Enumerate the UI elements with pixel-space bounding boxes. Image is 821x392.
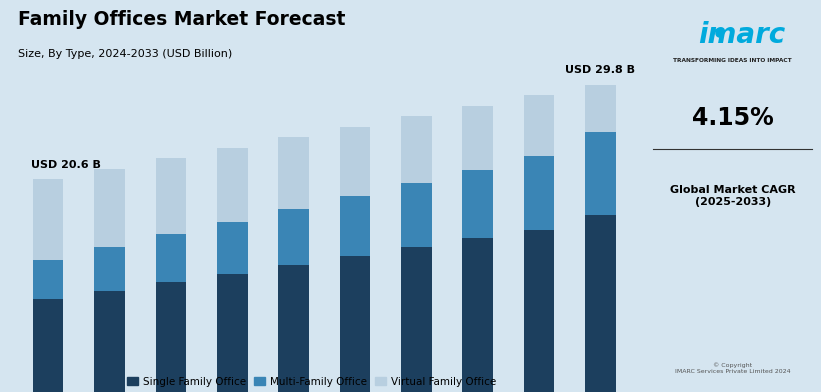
Text: imarc: imarc — [698, 21, 785, 49]
Bar — [340, 196, 370, 256]
Bar — [340, 256, 370, 392]
Bar — [33, 180, 63, 260]
Bar — [524, 156, 554, 230]
Bar — [401, 247, 432, 392]
Bar — [278, 137, 309, 209]
Text: Global Market CAGR
(2025-2033): Global Market CAGR (2025-2033) — [670, 185, 796, 207]
Text: USD 29.8 B: USD 29.8 B — [566, 65, 635, 75]
Bar — [524, 230, 554, 392]
Text: 4.15%: 4.15% — [692, 105, 773, 130]
Bar — [401, 183, 432, 247]
Bar — [94, 247, 125, 290]
Bar — [217, 222, 248, 274]
Bar — [340, 127, 370, 196]
Bar — [585, 85, 616, 132]
Bar — [524, 95, 554, 156]
Bar — [462, 106, 493, 170]
Bar — [278, 209, 309, 265]
Bar — [278, 265, 309, 392]
Bar — [155, 158, 186, 234]
Bar — [401, 116, 432, 183]
Legend: Single Family Office, Multi-Family Office, Virtual Family Office: Single Family Office, Multi-Family Offic… — [123, 372, 500, 391]
Bar — [94, 290, 125, 392]
Text: USD 20.6 B: USD 20.6 B — [31, 160, 101, 170]
Text: © Copyright
IMARC Services Private Limited 2024: © Copyright IMARC Services Private Limit… — [675, 363, 791, 374]
Text: TRANSFORMING IDEAS INTO IMPACT: TRANSFORMING IDEAS INTO IMPACT — [673, 58, 792, 63]
Bar — [462, 170, 493, 238]
Bar — [217, 274, 248, 392]
Bar — [33, 299, 63, 392]
Bar — [217, 148, 248, 222]
Bar — [94, 169, 125, 247]
Bar — [585, 214, 616, 392]
Text: Family Offices Market Forecast: Family Offices Market Forecast — [18, 10, 345, 29]
Bar — [155, 281, 186, 392]
Bar — [462, 238, 493, 392]
Bar — [585, 132, 616, 214]
Text: Size, By Type, 2024-2033 (USD Billion): Size, By Type, 2024-2033 (USD Billion) — [18, 49, 232, 59]
Bar — [155, 234, 186, 281]
Bar — [33, 260, 63, 299]
